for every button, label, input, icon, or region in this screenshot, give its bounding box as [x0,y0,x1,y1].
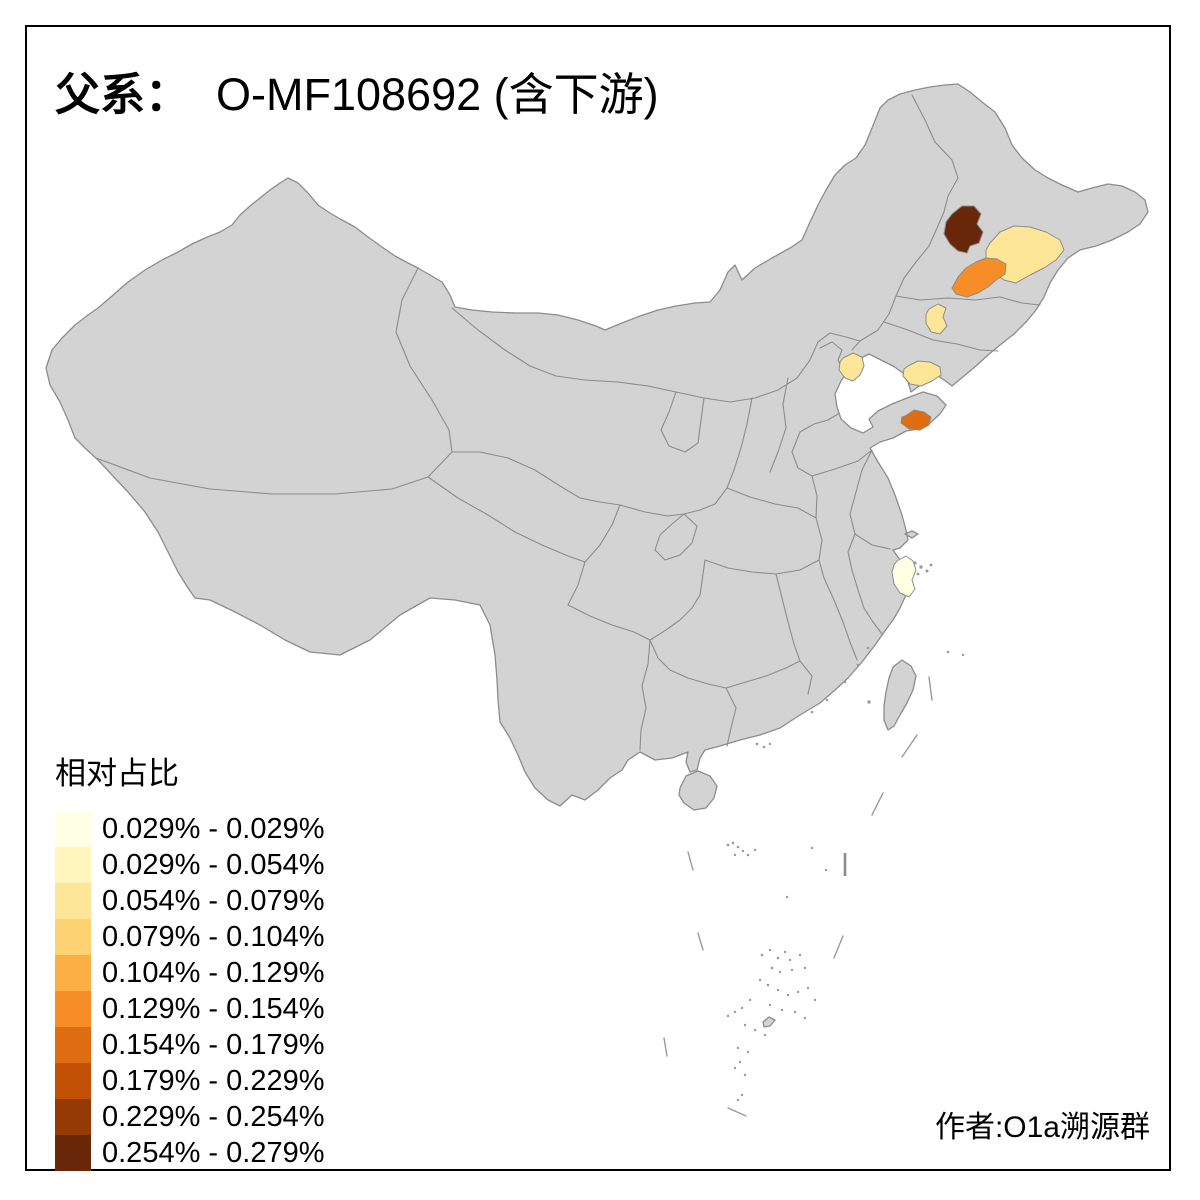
legend-swatch-9 [55,1099,91,1135]
title-main: O-MF108692 (含下游) [216,69,659,120]
chongming-island [904,530,919,539]
mainland-outline [45,83,1149,807]
legend-swatch-6 [55,991,91,1027]
legend-swatch-8 [55,1063,91,1099]
choropleth-region-7 [900,409,932,431]
south-sea-islet [762,1016,776,1028]
legend-label-10: 0.254% - 0.279% [102,1137,325,1169]
legend-label-5: 0.104% - 0.129% [102,957,325,989]
page-title: 父系： O-MF108692 (含下游) [55,58,659,123]
attribution: 作者:O1a溯源群 [934,1111,1150,1144]
choropleth-region-3 [951,257,1007,298]
choropleth-region-6 [902,360,942,387]
legend-swatch-5 [55,955,91,991]
choropleth-region-4 [925,303,948,335]
legend-swatch-7 [55,1027,91,1063]
legend-label-8: 0.179% - 0.229% [102,1065,325,1097]
legend-swatch-column [55,811,91,1171]
nine-dash-line-segments [663,676,933,1117]
province-borders [95,94,1041,751]
legend-label-2: 0.029% - 0.054% [102,849,325,881]
south-china-sea-islands [726,841,828,1102]
title-prefix: 父系： [55,70,191,120]
legend-title: 相对占比 [55,756,179,791]
legend-swatch-2 [55,847,91,883]
legend-label-9: 0.229% - 0.254% [102,1101,325,1133]
legend-labels: 0.029% - 0.029% 0.029% - 0.054% 0.054% -… [102,811,324,1171]
legend-swatch-3 [55,883,91,919]
legend-label-1: 0.029% - 0.029% [102,813,325,845]
legend-swatch-10 [55,1135,91,1171]
choropleth-region-5 [838,352,865,382]
legend: 相对占比 0.029% - 0.029% 0.029% - 0.054% 0.0… [55,748,324,1171]
legend-swatch-4 [55,919,91,955]
choropleth-region-1 [943,205,984,254]
hainan-island [678,770,718,811]
legend-swatch-1 [55,811,91,847]
choropleth-region-8 [891,555,917,598]
taiwan-island [883,659,917,731]
legend-label-6: 0.129% - 0.154% [102,993,325,1025]
legend-label-7: 0.154% - 0.179% [102,1029,325,1061]
legend-label-4: 0.079% - 0.104% [102,921,325,953]
coastal-island-specks [755,561,965,749]
legend-label-3: 0.054% - 0.079% [102,885,325,917]
